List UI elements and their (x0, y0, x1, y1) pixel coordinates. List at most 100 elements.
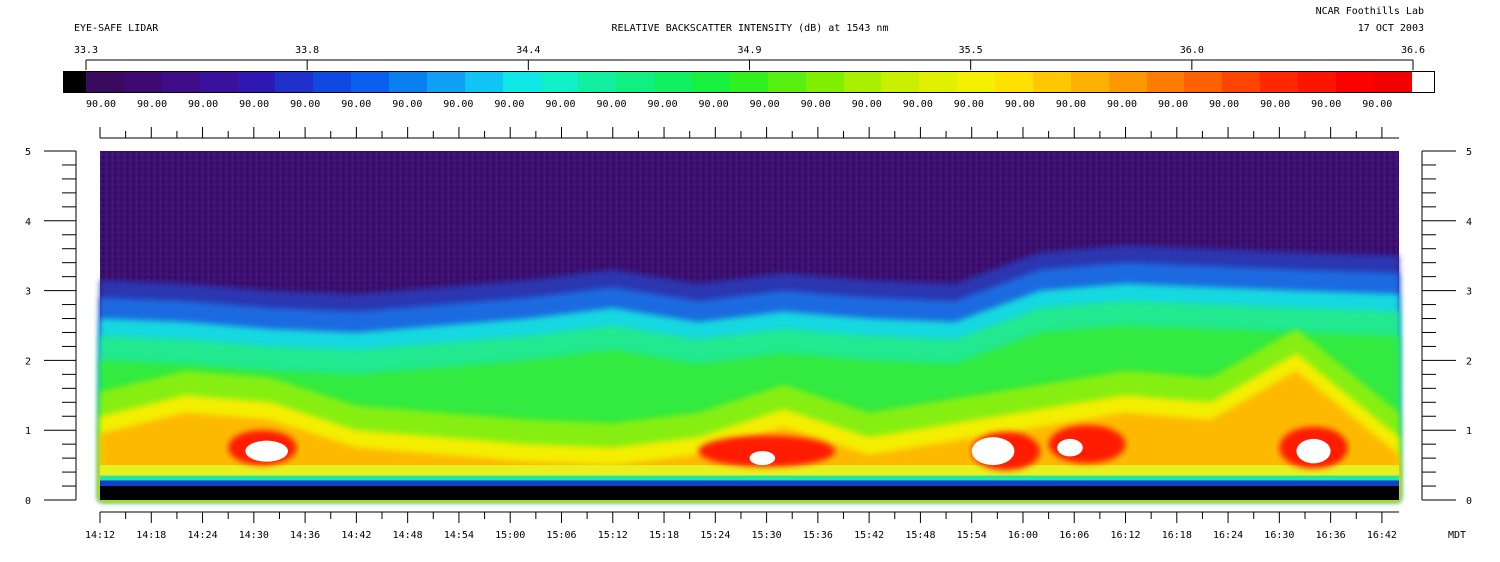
x-tick-label: 15:30 (752, 530, 782, 541)
y-tick-label-left: 3 (25, 287, 31, 298)
chart-title: RELATIVE BACKSCATTER INTENSITY (dB) at 1… (611, 23, 889, 34)
surface-green-band (100, 475, 1399, 483)
x-tick-label: 15:48 (905, 530, 935, 541)
colorbar-segment (64, 72, 86, 92)
x-tick-label: 15:06 (546, 530, 576, 541)
scale-label: 34.4 (516, 45, 540, 56)
y-tick-label-left: 0 (25, 496, 31, 507)
x-tick-label: 16:24 (1213, 530, 1243, 541)
bin-label: 90.00 (545, 99, 575, 110)
bin-label: 90.00 (443, 99, 473, 110)
y-tick-label-right: 4 (1466, 217, 1472, 228)
bin-label: 90.00 (1209, 99, 1239, 110)
x-tick-label: 14:30 (239, 530, 269, 541)
x-axis-label: MDT (1448, 530, 1466, 541)
x-tick-label: 15:12 (598, 530, 628, 541)
colorbar-segment (502, 72, 541, 92)
x-tick-label: 16:36 (1316, 530, 1346, 541)
bin-label: 90.00 (1158, 99, 1188, 110)
colorbar-segment (881, 72, 920, 92)
y-tick-label-right: 2 (1466, 356, 1472, 367)
colorbar-segment (616, 72, 655, 92)
x-tick-label: 14:12 (85, 530, 115, 541)
x-tick-label: 16:18 (1162, 530, 1192, 541)
colorbar-segment (1146, 72, 1185, 92)
scale-label: 36.0 (1180, 45, 1204, 56)
bin-label: 90.00 (596, 99, 626, 110)
colorbar-segment (1260, 72, 1298, 92)
colorbar-segment (578, 72, 617, 92)
colorbar-segment (351, 72, 389, 92)
colorbar-segment (123, 72, 162, 92)
bin-label: 90.00 (1311, 99, 1341, 110)
y-tick-label-left: 5 (25, 147, 31, 158)
bin-label: 90.00 (392, 99, 422, 110)
colorbar-ticks: 33.3 33.8 34.4 34.9 35.5 36.0 36.6 (74, 45, 1425, 70)
x-tick-label: 14:24 (187, 530, 217, 541)
x-tick-label: 16:06 (1059, 530, 1089, 541)
y-tick-label-right: 5 (1466, 147, 1472, 158)
y-tick-label-right: 1 (1466, 426, 1472, 437)
x-tick-label: 16:30 (1264, 530, 1294, 541)
bin-label: 90.00 (290, 99, 320, 110)
heatmap-area (100, 151, 1399, 500)
bin-label: 90.00 (239, 99, 269, 110)
intense-backscatter-patch (698, 435, 835, 467)
scale-label: 35.5 (959, 45, 983, 56)
colorbar-segment (86, 72, 124, 92)
x-tick-label: 15:42 (854, 530, 884, 541)
saturated-patch (1057, 438, 1083, 457)
colorbar-segment (767, 72, 806, 92)
bin-label: 90.00 (1362, 99, 1392, 110)
colorbar-segment (237, 72, 276, 92)
colorbar-segment (1108, 72, 1147, 92)
colorbar-segment (843, 72, 882, 92)
bin-label: 90.00 (1056, 99, 1086, 110)
colorbar-segment (464, 72, 503, 92)
colorbar-segment (1184, 72, 1223, 92)
bin-label: 90.00 (1005, 99, 1035, 110)
bin-label: 90.00 (903, 99, 933, 110)
colorbar-segment (161, 72, 200, 92)
x-tick-label: 16:12 (1110, 530, 1140, 541)
bin-label: 90.00 (86, 99, 116, 110)
y-tick-label-left: 2 (25, 356, 31, 367)
bin-label: 90.00 (137, 99, 167, 110)
saturated-patch (749, 451, 776, 466)
x-tick-label: 14:18 (136, 530, 166, 541)
x-tick-label: 15:24 (700, 530, 730, 541)
bin-label: 90.00 (750, 99, 780, 110)
scale-label: 33.8 (295, 45, 319, 56)
x-tick-label: 14:48 (393, 530, 423, 541)
colorbar-segment (1222, 72, 1261, 92)
colorbar-segment (805, 72, 844, 92)
x-tick-label: 16:00 (1008, 530, 1038, 541)
colorbar-segment (1298, 72, 1336, 92)
colorbar-segment (1335, 72, 1374, 92)
colorbar-segment (995, 72, 1033, 92)
y-tick-label-right: 3 (1466, 287, 1472, 298)
x-tick-label: 15:00 (495, 530, 525, 541)
colorbar-segment (919, 72, 958, 92)
y-tick-label-left: 4 (25, 217, 31, 228)
colorbar-segment (1373, 72, 1412, 92)
x-tick-label: 15:54 (957, 530, 987, 541)
colorbar-segment (1032, 72, 1071, 92)
x-tick-label: 16:42 (1367, 530, 1397, 541)
bin-label: 90.00 (852, 99, 882, 110)
bin-label: 90.00 (188, 99, 218, 110)
y-tick-label-left: 1 (25, 426, 31, 437)
x-tick-label: 14:54 (444, 530, 474, 541)
bin-label: 90.00 (954, 99, 984, 110)
colorbar-segment (1070, 72, 1109, 92)
bin-label: 90.00 (341, 99, 371, 110)
x-tick-label: 15:18 (649, 530, 679, 541)
saturated-patch (1296, 438, 1331, 464)
colorbar-segment (957, 72, 995, 92)
ground-band (100, 486, 1399, 500)
scale-label: 34.9 (737, 45, 761, 56)
x-tick-label: 14:42 (341, 530, 371, 541)
colorbar-segment (1411, 72, 1434, 92)
org-label: NCAR Foothills Lab (1315, 6, 1424, 17)
